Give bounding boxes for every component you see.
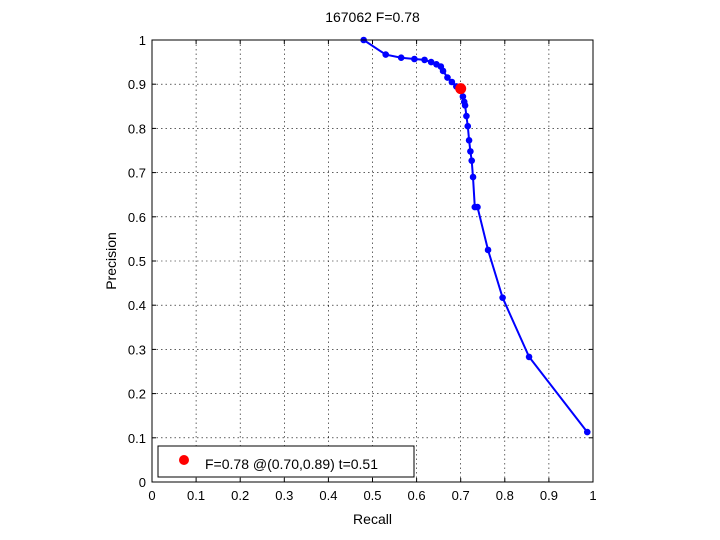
data-point — [499, 294, 506, 301]
x-tick-label: 0.8 — [496, 488, 514, 503]
best-f-point — [455, 83, 467, 95]
y-tick-label: 0.8 — [128, 121, 146, 136]
data-point — [382, 51, 390, 58]
data-point — [525, 353, 533, 361]
legend-marker — [179, 455, 189, 465]
x-tick-label: 0.2 — [231, 488, 249, 503]
chart-title: 167062 F=0.78 — [325, 9, 420, 25]
data-point — [467, 148, 474, 155]
y-tick-label: 0.7 — [128, 166, 146, 181]
data-point — [448, 78, 456, 86]
legend: F=0.78 @(0.70,0.89) t=0.51 — [157, 445, 415, 478]
y-tick-label: 0.1 — [128, 431, 146, 446]
y-tick-label: 0.6 — [128, 210, 146, 225]
y-tick-label: 0.3 — [128, 342, 146, 357]
x-tick-label: 0.4 — [319, 488, 337, 503]
data-point — [474, 203, 481, 211]
data-point — [583, 428, 591, 436]
data-point — [463, 112, 470, 120]
data-point — [484, 246, 492, 254]
y-tick-label: 0.5 — [128, 254, 146, 269]
axes — [151, 39, 594, 483]
data-point — [464, 122, 472, 130]
y-tick-label: 0.9 — [128, 77, 146, 92]
series-layer — [360, 36, 591, 436]
y-tick-label: 0.4 — [128, 298, 146, 313]
y-axis-label: Precision — [103, 232, 119, 290]
x-tick-label: 0 — [148, 488, 155, 503]
legend-box — [157, 445, 415, 478]
x-tick-label: 0.7 — [452, 488, 470, 503]
x-tick-label: 1 — [589, 488, 596, 503]
data-point — [427, 58, 435, 66]
x-tick-label: 0.1 — [187, 488, 205, 503]
data-point — [439, 67, 447, 75]
y-tick-label: 0.2 — [128, 387, 146, 402]
data-point — [461, 102, 469, 109]
y-tick-label: 0 — [139, 475, 146, 490]
grid — [152, 40, 593, 482]
tick-labels: 0 0.1 0.2 0.3 0.4 0.5 0.6 0.7 0.8 0.9 1 0 0.1 0.2 0.3 0… — [128, 33, 597, 503]
data-point — [469, 173, 477, 181]
data-point — [421, 56, 428, 64]
x-tick-label: 0.3 — [275, 488, 293, 503]
y-tick-label: 1 — [139, 33, 146, 48]
data-point — [397, 54, 405, 61]
x-tick-label: 0.6 — [408, 488, 426, 503]
data-point — [411, 55, 418, 63]
data-point — [444, 74, 451, 81]
x-axis-label: Recall — [353, 511, 392, 527]
data-point — [468, 157, 476, 164]
data-point — [459, 93, 467, 100]
legend-label: F=0.78 @(0.70,0.89) t=0.51 — [205, 456, 378, 472]
x-tick-label: 0.9 — [540, 488, 558, 503]
data-point — [465, 137, 473, 144]
x-tick-label: 0.5 — [363, 488, 381, 503]
